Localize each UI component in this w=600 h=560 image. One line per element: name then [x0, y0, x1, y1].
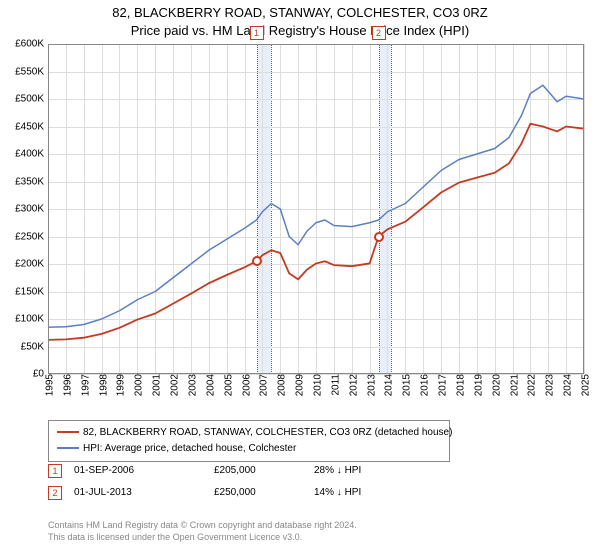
legend-label: 82, BLACKBERRY ROAD, STANWAY, COLCHESTER… [83, 427, 452, 438]
x-tick-label: 1995 [41, 374, 56, 396]
x-tick-label: 2005 [219, 374, 234, 396]
series-hpi [48, 85, 584, 327]
event-marker-badge: 1 [250, 26, 264, 40]
y-tick-label: £450K [15, 121, 48, 132]
sale-row-delta: 14% ↓ HPI [314, 486, 434, 500]
y-tick-label: £500K [15, 94, 48, 105]
legend-swatch [57, 447, 79, 449]
grid-line-vertical [584, 44, 585, 374]
sale-point-marker [252, 256, 262, 266]
footnote-line-2: This data is licensed under the Open Gov… [48, 532, 357, 544]
x-tick-label: 2014 [380, 374, 395, 396]
x-tick-label: 2018 [451, 374, 466, 396]
x-tick-label: 2021 [505, 374, 520, 396]
legend-item: 82, BLACKBERRY ROAD, STANWAY, COLCHESTER… [57, 425, 441, 441]
x-tick-label: 2003 [183, 374, 198, 396]
y-tick-label: £100K [15, 314, 48, 325]
x-tick-label: 2009 [291, 374, 306, 396]
x-tick-label: 2015 [398, 374, 413, 396]
title-subtitle: Price paid vs. HM Land Registry's House … [0, 22, 600, 40]
x-tick-label: 1998 [94, 374, 109, 396]
x-tick-label: 2008 [273, 374, 288, 396]
sale-row-delta: 28% ↓ HPI [314, 464, 434, 478]
title-address: 82, BLACKBERRY ROAD, STANWAY, COLCHESTER… [0, 4, 600, 22]
y-tick-label: £600K [15, 39, 48, 50]
y-tick-label: £300K [15, 204, 48, 215]
y-tick-label: £350K [15, 176, 48, 187]
x-tick-label: 2025 [577, 374, 592, 396]
sale-row-date: 01-SEP-2006 [74, 464, 214, 478]
sale-row: 1 01-SEP-2006£205,00028% ↓ HPI [48, 464, 434, 486]
x-tick-label: 2010 [309, 374, 324, 396]
sale-row-price: £205,000 [214, 464, 314, 478]
x-tick-label: 2016 [416, 374, 431, 396]
y-tick-label: £400K [15, 149, 48, 160]
x-tick-label: 1997 [76, 374, 91, 396]
y-tick-label: £50K [21, 341, 48, 352]
sale-row-price: £250,000 [214, 486, 314, 500]
x-tick-label: 2019 [469, 374, 484, 396]
x-tick-label: 2024 [559, 374, 574, 396]
legend-item: HPI: Average price, detached house, Colc… [57, 441, 441, 457]
sale-point-marker [374, 232, 384, 242]
x-tick-label: 2001 [148, 374, 163, 396]
x-tick-label: 2002 [166, 374, 181, 396]
sale-row-date: 01-JUL-2013 [74, 486, 214, 500]
sales-table: 1 01-SEP-2006£205,00028% ↓ HPI 2 01-JUL-201… [48, 464, 434, 508]
x-tick-label: 2013 [362, 374, 377, 396]
y-tick-label: £150K [15, 286, 48, 297]
event-marker-badge: 2 [372, 26, 386, 40]
y-tick-label: £200K [15, 259, 48, 270]
series-svg [48, 44, 584, 374]
x-tick-label: 2022 [523, 374, 538, 396]
series-property [48, 124, 584, 340]
y-tick-label: £550K [15, 66, 48, 77]
x-tick-label: 2007 [255, 374, 270, 396]
x-tick-label: 1999 [112, 374, 127, 396]
x-tick-label: 2017 [434, 374, 449, 396]
x-tick-label: 2004 [201, 374, 216, 396]
chart-plot-area: 12£0£50K£100K£150K£200K£250K£300K£350K£4… [48, 44, 584, 374]
sale-row: 2 01-JUL-2013£250,00014% ↓ HPI [48, 486, 434, 508]
x-tick-label: 2011 [326, 374, 341, 396]
x-tick-label: 1996 [58, 374, 73, 396]
x-tick-label: 2023 [541, 374, 556, 396]
x-tick-label: 2012 [344, 374, 359, 396]
x-tick-label: 2000 [130, 374, 145, 396]
x-tick-label: 2020 [487, 374, 502, 396]
legend-label: HPI: Average price, detached house, Colc… [83, 443, 296, 454]
sale-row-badge: 1 [48, 464, 62, 478]
title-block: 82, BLACKBERRY ROAD, STANWAY, COLCHESTER… [0, 0, 600, 39]
footnote: Contains HM Land Registry data © Crown c… [48, 520, 357, 543]
sale-row-badge: 2 [48, 486, 62, 500]
legend-swatch [57, 431, 79, 433]
y-tick-label: £250K [15, 231, 48, 242]
footnote-line-1: Contains HM Land Registry data © Crown c… [48, 520, 357, 532]
legend: 82, BLACKBERRY ROAD, STANWAY, COLCHESTER… [48, 420, 450, 462]
x-tick-label: 2006 [237, 374, 252, 396]
